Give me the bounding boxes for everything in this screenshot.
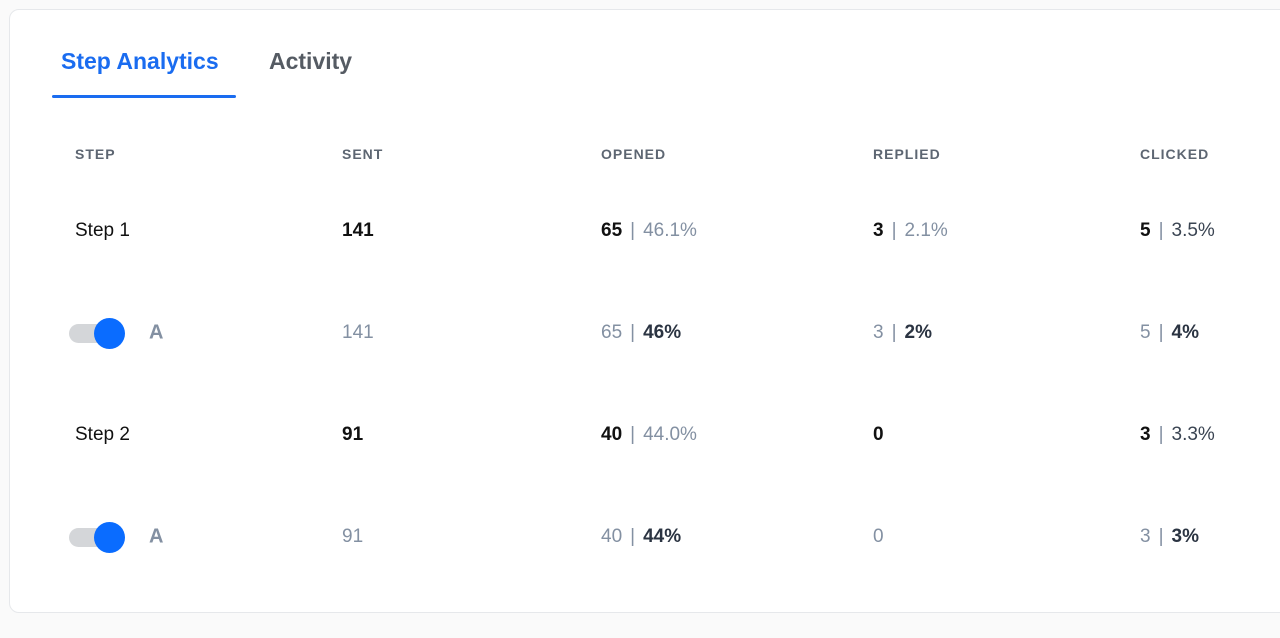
opened-stat: 40 | 44.0% bbox=[601, 424, 697, 446]
replied-stat: 3 | 2% bbox=[873, 322, 932, 344]
step-name: Step 2 bbox=[75, 424, 130, 445]
separator: | bbox=[1158, 322, 1164, 343]
tab-activity[interactable]: Activity bbox=[269, 48, 353, 74]
replied-count: 0 bbox=[873, 424, 884, 445]
step-analytics-card bbox=[9, 9, 1280, 613]
clicked-percent: 3% bbox=[1171, 526, 1199, 547]
replied-percent: 2.1% bbox=[904, 220, 948, 241]
clicked-count: 5 bbox=[1140, 220, 1151, 241]
opened-stat: 65 | 46% bbox=[601, 322, 681, 344]
opened-percent: 46% bbox=[643, 322, 682, 343]
variant-toggle[interactable] bbox=[69, 318, 125, 349]
step-name: Step 1 bbox=[75, 220, 130, 241]
sent-count: 141 bbox=[342, 322, 374, 343]
sent-count: 91 bbox=[342, 424, 364, 445]
column-header-replied: REPLIED bbox=[873, 146, 941, 162]
replied-count: 3 bbox=[873, 220, 884, 241]
variant-label: A bbox=[149, 321, 164, 344]
clicked-stat: 5 | 3.5% bbox=[1140, 220, 1215, 242]
replied-stat: 3 | 2.1% bbox=[873, 220, 948, 242]
tab-step-analytics[interactable]: Step Analytics bbox=[61, 48, 219, 74]
variant-label: A bbox=[149, 525, 164, 548]
separator: | bbox=[1158, 424, 1164, 445]
replied-count: 0 bbox=[873, 526, 884, 547]
separator: | bbox=[891, 220, 897, 241]
variant-toggle[interactable] bbox=[69, 522, 125, 553]
sent-count: 91 bbox=[342, 526, 364, 547]
separator: | bbox=[1158, 220, 1164, 241]
opened-stat: 65 | 46.1% bbox=[601, 220, 697, 242]
sent-count: 141 bbox=[342, 220, 374, 241]
separator: | bbox=[1158, 526, 1164, 547]
opened-count: 65 bbox=[601, 220, 623, 241]
opened-percent: 44% bbox=[643, 526, 682, 547]
replied-count: 3 bbox=[873, 322, 884, 343]
clicked-stat: 5 | 4% bbox=[1140, 322, 1199, 344]
toggle-knob bbox=[94, 318, 125, 349]
opened-percent: 46.1% bbox=[643, 220, 697, 241]
opened-count: 40 bbox=[601, 424, 623, 445]
clicked-count: 3 bbox=[1140, 424, 1151, 445]
active-tab-indicator bbox=[52, 95, 236, 98]
column-header-sent: SENT bbox=[342, 146, 384, 162]
separator: | bbox=[630, 424, 636, 445]
column-header-step: STEP bbox=[75, 146, 116, 162]
separator: | bbox=[630, 526, 636, 547]
clicked-percent: 4% bbox=[1171, 322, 1199, 343]
opened-count: 65 bbox=[601, 322, 623, 343]
replied-percent: 2% bbox=[904, 322, 932, 343]
separator: | bbox=[630, 322, 636, 343]
clicked-count: 3 bbox=[1140, 526, 1151, 547]
opened-percent: 44.0% bbox=[643, 424, 697, 445]
opened-count: 40 bbox=[601, 526, 623, 547]
clicked-count: 5 bbox=[1140, 322, 1151, 343]
clicked-percent: 3.3% bbox=[1171, 424, 1215, 445]
clicked-stat: 3 | 3% bbox=[1140, 526, 1199, 548]
column-header-opened: OPENED bbox=[601, 146, 667, 162]
column-header-clicked: CLICKED bbox=[1140, 146, 1210, 162]
opened-stat: 40 | 44% bbox=[601, 526, 681, 548]
clicked-percent: 3.5% bbox=[1171, 220, 1215, 241]
clicked-stat: 3 | 3.3% bbox=[1140, 424, 1215, 446]
separator: | bbox=[891, 322, 897, 343]
toggle-knob bbox=[94, 522, 125, 553]
separator: | bbox=[630, 220, 636, 241]
